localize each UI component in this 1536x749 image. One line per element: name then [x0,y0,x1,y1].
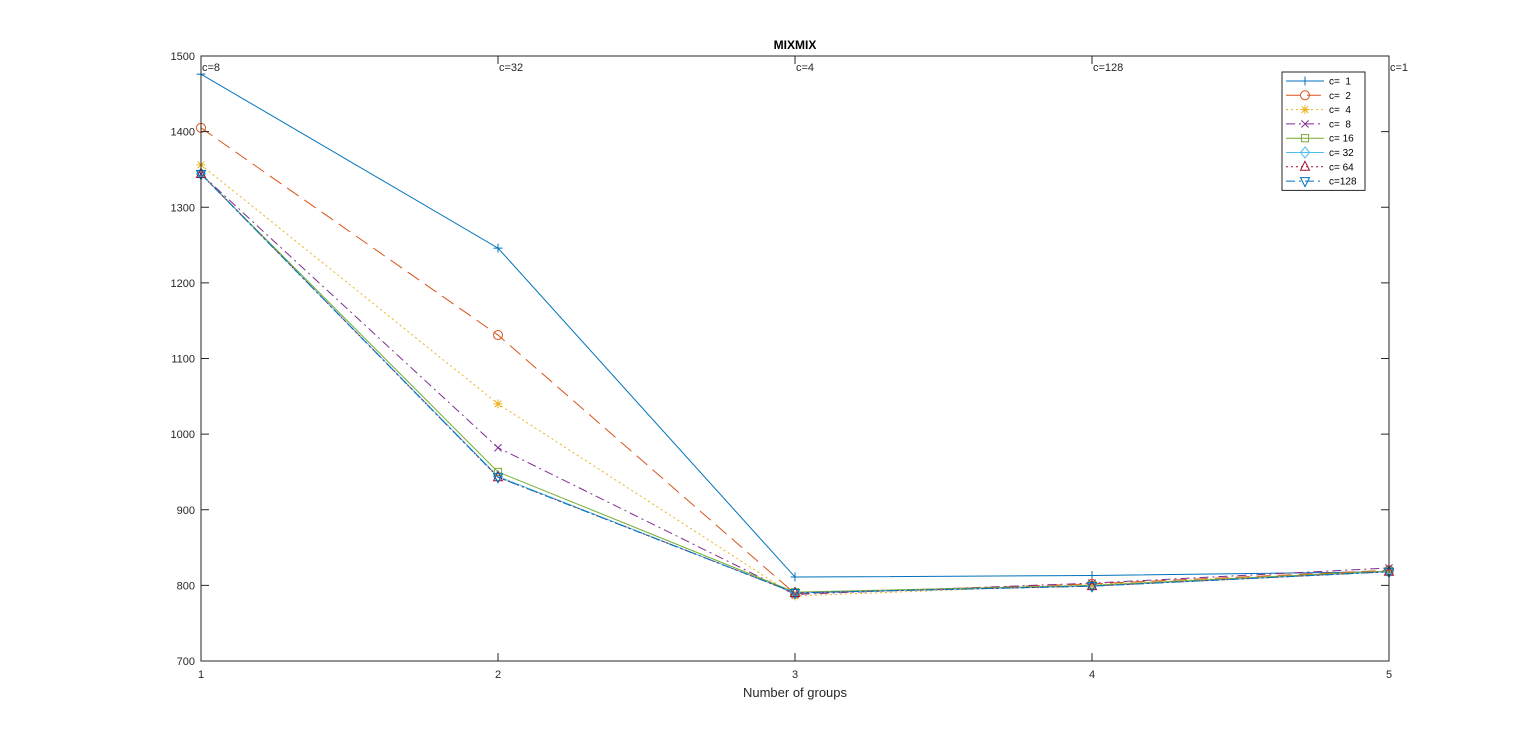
series-markers-2 [196,122,1394,599]
series-line-5 [200,173,1390,593]
series-line-7 [200,173,1390,594]
legend-label: c= 2 [1329,91,1351,102]
series-line-2 [200,127,1390,595]
data-point [790,572,800,582]
data-point [493,243,503,253]
legend-item[interactable]: c= 16 [1286,134,1354,145]
series-markers-layer [195,69,1395,601]
series-lines-layer [200,73,1390,597]
data-point [492,470,504,482]
legend-item[interactable]: c= 2 [1286,90,1351,102]
data-point [493,399,503,409]
x-axis-label: Number of groups [743,685,848,700]
point-annotation: c=32 [499,62,523,74]
series-markers-7 [195,167,1395,597]
y-tick-label: 1000 [171,429,195,441]
legend-box [1281,71,1366,191]
legend-label: c= 64 [1329,162,1354,173]
legend-label: c=128 [1329,177,1357,188]
data-point [1087,571,1097,581]
legend-marker [1300,76,1310,86]
legend-item[interactable]: c= 32 [1286,146,1354,159]
data-point [493,330,503,341]
y-tick-label: 1300 [171,202,195,214]
series-markers-6 [195,167,1395,600]
x-tick-label: 2 [495,669,501,681]
series-line-6 [200,173,1390,594]
annotations-layer: c=8 c=32 c=4 c=128 c=1 [202,62,1408,74]
x-tick-label: 5 [1386,669,1392,681]
axes-box [200,55,1390,662]
legend-marker [1301,119,1309,128]
legend-label: c= 16 [1329,134,1354,145]
y-tick-label: 1500 [171,51,195,63]
series-markers-4 [197,170,1393,599]
legend-marker [1299,177,1311,188]
legend-item[interactable]: c= 4 [1286,105,1351,116]
legend[interactable]: c= 1 c= 2 c= 4 c= 8 c= 16 c= 32 c= 64 c=128 [1281,71,1366,191]
y-tick-label: 1200 [171,278,195,290]
y-tick-label: 700 [177,656,195,668]
legend-item[interactable]: c= 1 [1286,76,1351,88]
data-point [1086,582,1098,593]
y-tick-label: 1100 [171,354,195,366]
legend-item[interactable]: c=128 [1286,177,1357,188]
legend-marker [1299,146,1311,159]
series-markers-3 [196,160,1394,601]
data-point [493,467,503,477]
legend-item[interactable]: c= 64 [1286,160,1354,173]
legend-label: c= 8 [1329,119,1351,130]
y-tick-label: 900 [177,505,195,517]
y-tick-label: 800 [177,580,195,592]
point-annotation: c=4 [796,62,814,74]
data-point [1087,580,1097,590]
point-annotation: c=128 [1093,62,1123,74]
series-line-1 [200,73,1390,578]
legend-marker [1300,90,1310,101]
series-markers-8 [195,169,1395,600]
legend-marker [1300,105,1310,115]
x-tick-label: 3 [792,669,798,681]
data-point [1086,579,1098,591]
legend-item[interactable]: c= 8 [1286,119,1351,130]
ticks-layer: 1 2 3 4 5 700 800 900 1000 1100 1200 1300 1400 1500 [171,51,1393,681]
legend-marker [1299,160,1311,171]
data-point [494,443,502,452]
data-point [789,586,801,597]
series-markers-5 [196,169,1394,597]
legend-label: c= 1 [1329,77,1351,88]
point-annotation: c=1 [1390,62,1408,74]
point-annotation: c=8 [202,62,220,74]
data-point [492,473,504,484]
chart-title: MIXMIX [774,38,817,52]
data-point [789,588,801,600]
y-tick-label: 1400 [171,127,195,139]
x-tick-label: 1 [198,669,204,681]
series-line-3 [200,164,1390,597]
legend-marker [1300,134,1310,143]
series-line-4 [200,173,1390,595]
legend-label: c= 32 [1329,148,1354,159]
series-markers-1 [196,69,1394,582]
legend-label: c= 4 [1329,105,1351,116]
series-line-8 [200,173,1390,594]
x-tick-label: 4 [1089,669,1095,681]
